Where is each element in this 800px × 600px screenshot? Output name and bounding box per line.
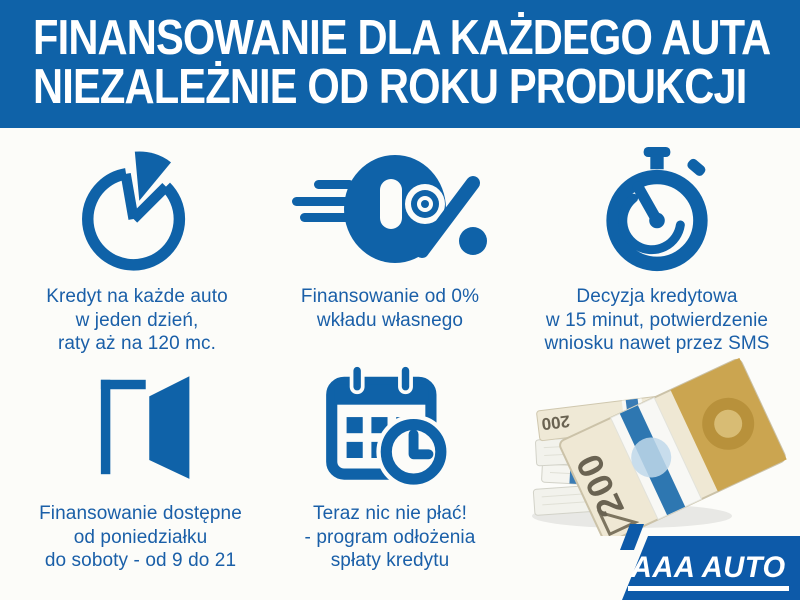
headline-line2: NIEZALEŻNIE OD ROKU PRODUKCJI	[33, 60, 747, 114]
feature-caption: Decyzja kredytowa w 15 minut, potwierdze…	[544, 286, 770, 354]
pie-chart-icon	[18, 145, 256, 277]
headline-line1: FINANSOWANIE DLA KAŻDEGO AUTA	[33, 11, 771, 65]
feature-caption: Finansowanie od 0% wkładu własnego	[300, 286, 480, 331]
zero-percent-icon-svg	[292, 155, 487, 263]
feature-deferred-payment: Teraz nic nie płać! - program odłożenia …	[275, 360, 505, 573]
pie-chart-icon-svg	[82, 151, 186, 271]
banknote-200-label: 200	[540, 411, 570, 433]
zero-percent-icon	[275, 145, 505, 277]
feature-zero-percent: Finansowanie od 0% wkładu własnego	[275, 145, 505, 332]
calendar-clock-icon-svg	[326, 365, 451, 489]
brand-name: AAA AUTO	[628, 552, 789, 591]
feature-opening-hours: Finansowanie dostępne od poniedziałku do…	[18, 360, 263, 573]
header-banner: FINANSOWANIE DLA KAŻDEGO AUTA NIEZALEŻNI…	[0, 0, 800, 128]
open-door-icon-svg	[100, 376, 189, 479]
logo-banner-shape	[620, 524, 800, 600]
stopwatch-icon	[528, 145, 786, 277]
feature-caption: Finansowanie dostępne od poniedziałku do…	[39, 503, 242, 571]
money-stack-photo: 200 200	[512, 357, 796, 543]
open-door-icon	[18, 360, 263, 494]
feature-caption: Teraz nic nie płać! - program odłożenia …	[304, 503, 476, 571]
feature-caption: Kredyt na każde auto w jeden dzień, raty…	[46, 286, 228, 354]
money-stack-svg: 200 200	[532, 357, 787, 543]
feature-decision-time: Decyzja kredytowa w 15 minut, potwierdze…	[528, 145, 786, 356]
calendar-clock-icon	[275, 360, 505, 494]
brand-logo: AAA AUTO	[588, 522, 800, 600]
feature-credit: Kredyt na każde auto w jeden dzień, raty…	[18, 145, 256, 356]
stopwatch-icon-svg	[606, 147, 708, 272]
